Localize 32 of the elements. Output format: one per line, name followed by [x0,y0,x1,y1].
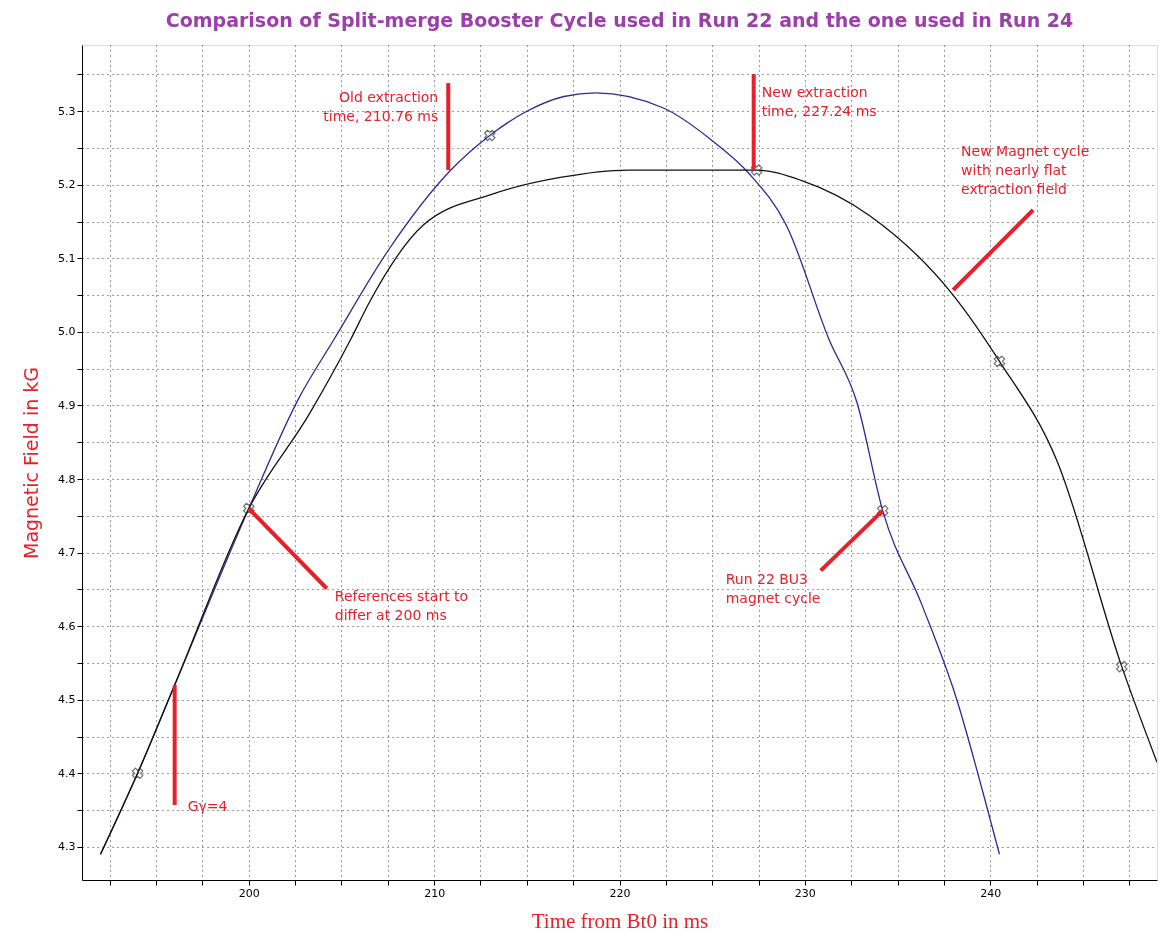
point [483,129,496,142]
x-tick-label: 210 [424,886,446,900]
annotation: Gγ=4 [187,798,228,815]
x-tick-label: 230 [794,886,816,900]
chart-title: Comparison of Split-merge Booster Cycle used in Run 22 and the one used in Run 24 [165,9,1074,31]
point [131,767,144,780]
point [1115,660,1128,673]
y-tick-label: 4.8 [58,472,76,486]
y-tick-label: 4.9 [58,398,76,412]
annotation: Run 22 BU3 magnet cycle [725,570,821,606]
x-axis-title: Time from Bt0 in ms [531,908,709,933]
y-tick-label: 5.2 [58,178,76,192]
x-tick-label: 240 [980,886,1002,900]
y-tick-label: 5.3 [58,104,76,118]
point [876,504,889,517]
point [993,355,1006,368]
annotation: New extraction time, 227.24 ms [761,84,877,120]
y-tick-label: 4.3 [58,840,76,854]
y-tick-label: 4.6 [58,619,76,633]
y-tick-label: 4.4 [58,766,76,780]
annotation: New Magnet cycle with nearly flat extraction field [961,142,1090,197]
x-tick-label: 200 [238,886,260,900]
annotation: References start to differ at 200 ms [334,588,469,624]
y-tick-label: 4.7 [58,546,76,560]
y-tick-label: 5.1 [58,251,76,265]
point [243,502,255,515]
point [750,164,763,176]
y-axis-title: Magnetic Field in kG [20,366,43,560]
y-tick-label: 4.5 [58,693,76,707]
annotation: Old extraction time, 210.76 ms [323,89,439,125]
x-tick-label: 220 [609,886,631,900]
y-tick-label: 5.0 [58,325,76,339]
